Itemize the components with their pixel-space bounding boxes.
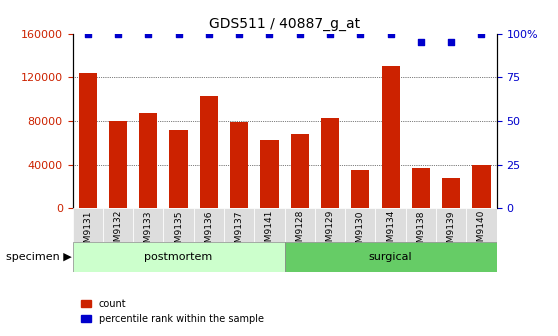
FancyBboxPatch shape bbox=[466, 208, 497, 242]
Text: GSM9132: GSM9132 bbox=[113, 210, 122, 253]
Point bbox=[447, 40, 456, 45]
Text: GSM9130: GSM9130 bbox=[356, 210, 365, 253]
Text: GSM9137: GSM9137 bbox=[235, 210, 244, 253]
Point bbox=[265, 31, 274, 36]
FancyBboxPatch shape bbox=[285, 242, 497, 272]
Point bbox=[386, 31, 395, 36]
Text: specimen ▶: specimen ▶ bbox=[6, 252, 71, 262]
FancyBboxPatch shape bbox=[224, 208, 254, 242]
Bar bbox=[261, 139, 278, 208]
FancyBboxPatch shape bbox=[73, 242, 285, 272]
Point bbox=[204, 31, 213, 36]
Bar bbox=[170, 130, 187, 208]
Text: GSM9140: GSM9140 bbox=[477, 210, 486, 253]
Bar bbox=[321, 118, 339, 208]
Text: GSM9133: GSM9133 bbox=[144, 210, 153, 253]
Text: GSM9135: GSM9135 bbox=[174, 210, 183, 253]
Point bbox=[325, 31, 334, 36]
FancyBboxPatch shape bbox=[254, 208, 285, 242]
Text: GSM9141: GSM9141 bbox=[265, 210, 274, 253]
FancyBboxPatch shape bbox=[103, 208, 133, 242]
FancyBboxPatch shape bbox=[163, 208, 194, 242]
FancyBboxPatch shape bbox=[436, 208, 466, 242]
FancyBboxPatch shape bbox=[406, 208, 436, 242]
Bar bbox=[230, 122, 248, 208]
Bar bbox=[291, 134, 309, 208]
Text: GSM9136: GSM9136 bbox=[204, 210, 213, 253]
FancyBboxPatch shape bbox=[345, 208, 376, 242]
Text: GSM9134: GSM9134 bbox=[386, 210, 395, 253]
Point bbox=[295, 31, 304, 36]
Text: GSM9131: GSM9131 bbox=[83, 210, 92, 253]
Point bbox=[235, 31, 244, 36]
Bar bbox=[412, 168, 430, 208]
Point bbox=[416, 40, 425, 45]
Point bbox=[83, 31, 92, 36]
FancyBboxPatch shape bbox=[376, 208, 406, 242]
Text: postmortem: postmortem bbox=[145, 252, 213, 262]
FancyBboxPatch shape bbox=[73, 208, 103, 242]
Text: GSM9139: GSM9139 bbox=[447, 210, 456, 253]
FancyBboxPatch shape bbox=[133, 208, 163, 242]
Bar bbox=[139, 113, 157, 208]
FancyBboxPatch shape bbox=[285, 208, 315, 242]
Bar bbox=[382, 66, 400, 208]
Bar bbox=[79, 73, 97, 208]
Point bbox=[477, 31, 486, 36]
Legend: count, percentile rank within the sample: count, percentile rank within the sample bbox=[78, 295, 268, 328]
Text: surgical: surgical bbox=[369, 252, 412, 262]
Point bbox=[174, 31, 183, 36]
Bar bbox=[442, 178, 460, 208]
Point bbox=[113, 31, 122, 36]
Bar bbox=[473, 165, 490, 208]
Text: GSM9128: GSM9128 bbox=[295, 210, 304, 253]
Text: GSM9129: GSM9129 bbox=[325, 210, 334, 253]
FancyBboxPatch shape bbox=[315, 208, 345, 242]
Title: GDS511 / 40887_g_at: GDS511 / 40887_g_at bbox=[209, 17, 360, 31]
FancyBboxPatch shape bbox=[194, 208, 224, 242]
Bar bbox=[109, 121, 127, 208]
Point bbox=[356, 31, 365, 36]
Point bbox=[144, 31, 153, 36]
Bar bbox=[351, 170, 369, 208]
Text: GSM9138: GSM9138 bbox=[416, 210, 425, 253]
Bar bbox=[200, 96, 218, 208]
